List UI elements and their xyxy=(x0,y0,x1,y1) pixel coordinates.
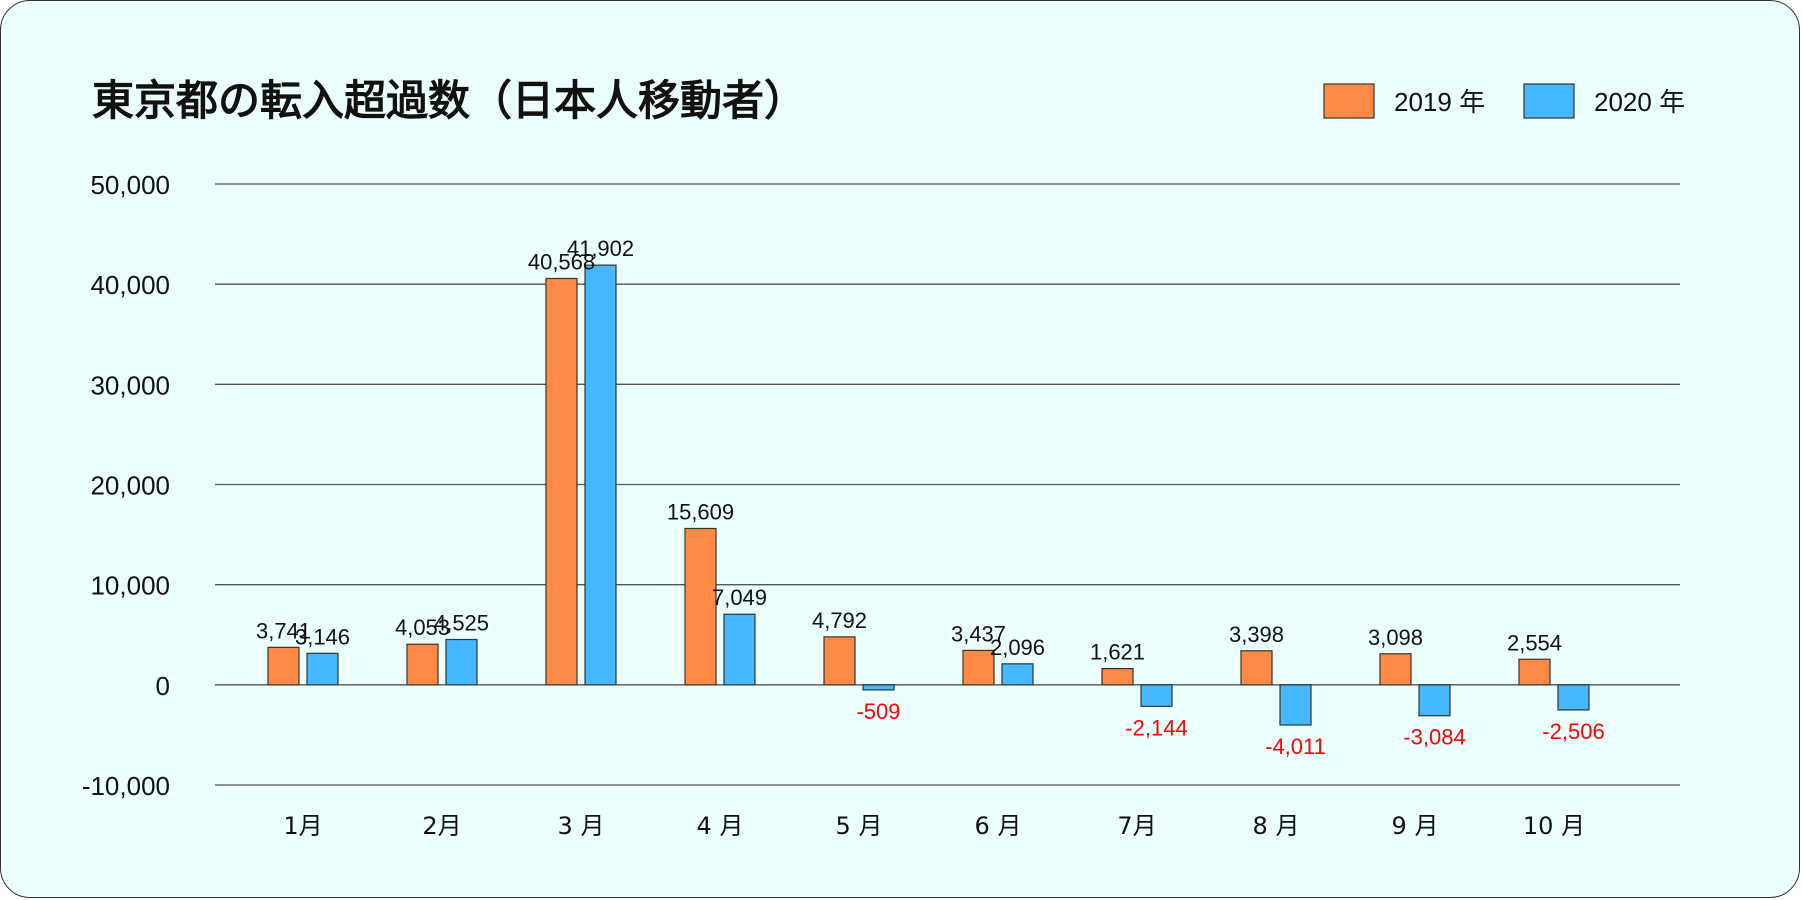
bar-2019 xyxy=(962,649,995,686)
data-label: 4,525 xyxy=(434,611,489,636)
bar-2020 xyxy=(1418,684,1451,717)
bar-2020 xyxy=(1557,684,1590,711)
legend-label-2019: 2019 年 xyxy=(1394,87,1485,117)
bar-2020 xyxy=(1279,684,1312,726)
x-tick-label: 10 月 xyxy=(1523,812,1585,840)
data-label: 2,096 xyxy=(990,635,1045,660)
y-tick-label: 0 xyxy=(156,671,170,701)
bar-2020 xyxy=(1140,684,1173,707)
x-tick-label: 5 月 xyxy=(836,812,883,840)
y-axis: 50,000 40,000 30,000 20,000 10,000 0 -10,000 xyxy=(82,170,170,801)
legend-label-2020: 2020 年 xyxy=(1594,87,1685,117)
y-tick-label: 40,000 xyxy=(90,270,170,300)
data-label: 1,621 xyxy=(1090,640,1145,665)
bar-2020 xyxy=(306,652,339,686)
x-tick-label: 2月 xyxy=(422,812,461,840)
y-tick-label: 10,000 xyxy=(90,571,170,601)
bar-2019 xyxy=(267,646,300,686)
data-label: 3,398 xyxy=(1229,622,1284,647)
bars xyxy=(267,264,1590,726)
data-label: 3,741 xyxy=(256,618,311,643)
data-label: 2,554 xyxy=(1507,630,1562,655)
bar-2020 xyxy=(862,684,895,691)
bar-2019 xyxy=(1240,650,1273,686)
bar-2019 xyxy=(1379,653,1412,686)
data-label: 4,792 xyxy=(812,608,867,633)
data-label: 3,098 xyxy=(1368,625,1423,650)
data-label: 15,609 xyxy=(667,499,734,524)
bar-2020 xyxy=(584,264,617,686)
bar-2019 xyxy=(545,277,578,686)
data-label: -4,011 xyxy=(1265,734,1326,759)
chart-title: 東京都の転入超過数（日本人移動者） xyxy=(92,76,806,125)
data-label: 41,902 xyxy=(567,236,634,261)
x-tick-label: 3 月 xyxy=(558,812,605,840)
x-tick-label: 4 月 xyxy=(697,812,744,840)
legend: 2019 年 2020 年 xyxy=(1323,83,1685,119)
data-label: -3,084 xyxy=(1403,725,1465,750)
y-tick-label: 30,000 xyxy=(90,370,170,400)
bar-2019 xyxy=(823,636,856,686)
bar-2020 xyxy=(445,638,478,686)
data-label: 3,437 xyxy=(951,621,1006,646)
y-tick-label: 50,000 xyxy=(90,170,170,200)
bar-2019 xyxy=(1101,667,1134,686)
y-tick-label: -10,000 xyxy=(82,771,170,801)
data-label: -2,506 xyxy=(1542,719,1604,744)
bar-2020 xyxy=(1001,663,1034,686)
y-tick-label: 20,000 xyxy=(90,471,170,501)
x-axis: 1月 2月 3 月 4 月 5 月 6 月 7月 8 月 9 月 10 月 xyxy=(283,812,1585,840)
bar-2019 xyxy=(1518,658,1551,686)
x-tick-label: 1月 xyxy=(283,812,322,840)
bar-2019 xyxy=(406,643,439,686)
legend-swatch-2020 xyxy=(1523,83,1575,119)
data-label: 4,053 xyxy=(395,615,450,640)
x-tick-label: 9 月 xyxy=(1392,812,1439,840)
x-tick-label: 8 月 xyxy=(1253,812,1300,840)
bar-2019 xyxy=(684,527,717,686)
bar-2020 xyxy=(723,613,756,686)
x-tick-label: 6 月 xyxy=(975,812,1022,840)
legend-swatch-2019 xyxy=(1323,83,1375,119)
grid-lines xyxy=(215,183,1680,786)
data-label: 40,568 xyxy=(528,249,595,274)
data-label: -509 xyxy=(856,699,900,724)
data-label: 3,146 xyxy=(295,624,350,649)
data-label: 7,049 xyxy=(712,585,767,610)
x-tick-label: 7月 xyxy=(1117,812,1156,840)
data-label: -2,144 xyxy=(1125,715,1187,740)
